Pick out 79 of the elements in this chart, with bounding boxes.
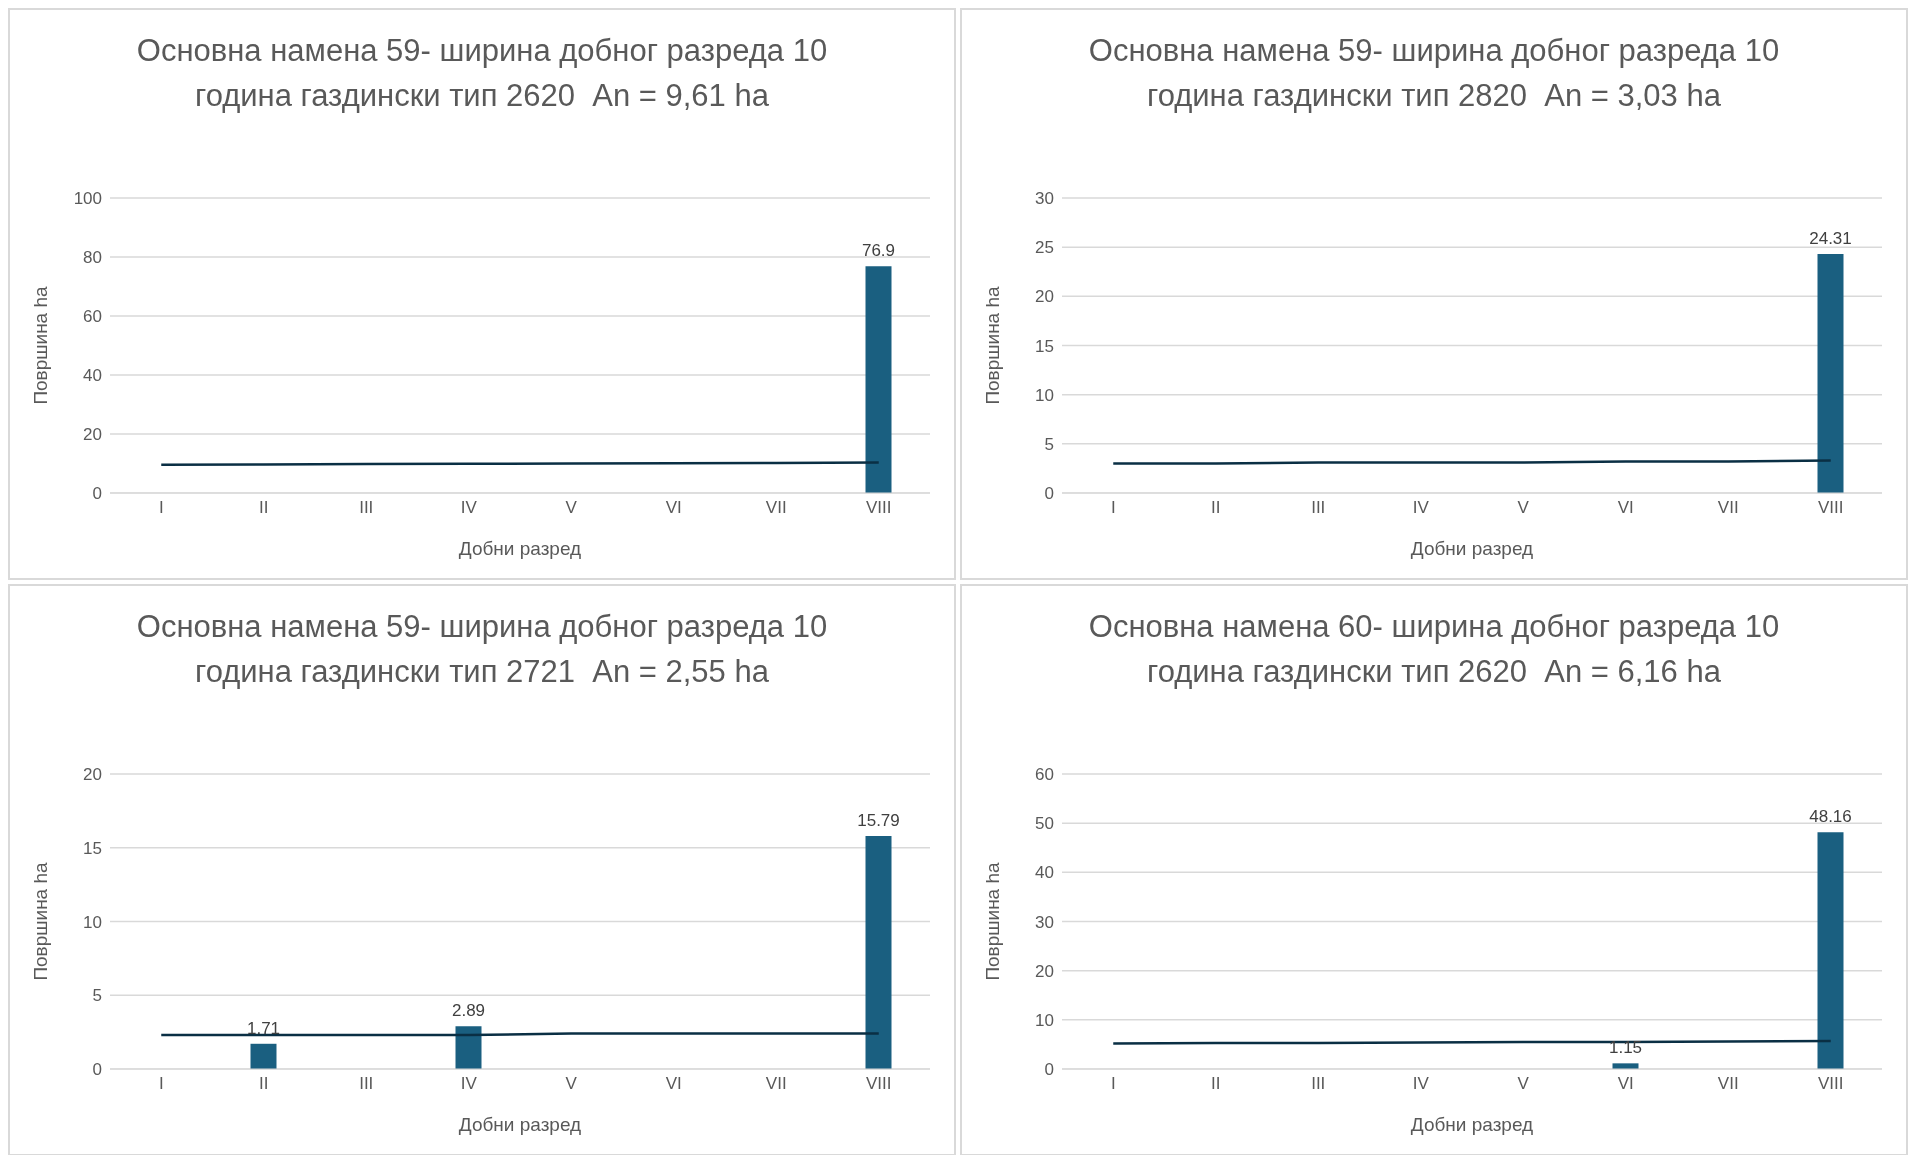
y-tick-label: 20 <box>1035 961 1054 981</box>
chart-title: Основна намена 60- ширина добног разреда 10 година газдински тип 2620 An = 6,16 ha <box>1087 608 1781 691</box>
x-tick-label: III <box>359 1074 374 1094</box>
x-axis-title: Добни разред <box>458 538 582 559</box>
y-tick-label: 0 <box>1044 1060 1054 1080</box>
y-tick-label: 0 <box>92 484 102 504</box>
data-label: 24.31 <box>1809 228 1852 248</box>
x-tick-label: VI <box>1617 498 1634 518</box>
x-tick-label: VI <box>665 1074 682 1094</box>
x-tick-label: II <box>1211 498 1221 518</box>
x-axis-title: Добни разред <box>458 1114 582 1135</box>
y-tick-label: 100 <box>73 189 102 209</box>
y-tick-label: 40 <box>83 366 102 386</box>
x-tick-label: III <box>1311 1074 1326 1094</box>
y-tick-label: 20 <box>83 765 102 785</box>
y-tick-label: 15 <box>83 838 102 858</box>
y-tick-label: 30 <box>1035 189 1054 209</box>
x-tick-label: IV <box>460 498 478 518</box>
chart-title: Основна намена 59- ширина добног разреда 10 година газдински тип 2620 An = 9,61 ha <box>135 32 829 115</box>
y-axis-title: Површина ha <box>981 861 1003 981</box>
bar <box>455 1026 482 1069</box>
y-tick-label: 0 <box>92 1060 102 1080</box>
x-tick-label: II <box>1211 1074 1221 1094</box>
x-axis-title: Добни разред <box>1410 538 1534 559</box>
y-tick-label: 60 <box>83 307 102 327</box>
x-tick-label: V <box>1517 498 1530 518</box>
y-tick-label: 80 <box>83 248 102 268</box>
x-tick-label: III <box>359 498 374 518</box>
data-label: 1.71 <box>246 1018 281 1038</box>
x-tick-label: I <box>1110 498 1116 518</box>
x-tick-label: V <box>565 498 578 518</box>
x-tick-label: II <box>259 1074 269 1094</box>
data-label: 1.15 <box>1608 1038 1643 1058</box>
data-label: 76.9 <box>861 241 896 261</box>
x-tick-label: VIII <box>865 498 892 518</box>
x-tick-label: IV <box>1412 1074 1430 1094</box>
bar <box>250 1043 277 1069</box>
y-tick-label: 50 <box>1035 814 1054 834</box>
y-tick-label: 5 <box>1044 434 1054 454</box>
data-label: 48.16 <box>1809 807 1852 827</box>
x-tick-label: VII <box>1717 1074 1739 1094</box>
x-tick-label: VIII <box>865 1074 892 1094</box>
y-tick-label: 25 <box>1035 238 1054 258</box>
x-tick-label: I <box>1110 1074 1116 1094</box>
data-label: 15.79 <box>857 811 900 831</box>
x-axis-title: Добни разред <box>1410 1114 1534 1135</box>
y-tick-label: 10 <box>1035 385 1054 405</box>
y-axis-title: Површина ha <box>29 861 51 981</box>
y-tick-label: 5 <box>92 986 102 1006</box>
y-tick-label: 20 <box>83 425 102 445</box>
x-tick-label: II <box>259 498 269 518</box>
y-tick-label: 60 <box>1035 765 1054 785</box>
chart-title: Основна намена 59- ширина добног разреда 10 година газдински тип 2820 An = 3,03 ha <box>1087 32 1781 115</box>
x-tick-label: VI <box>1617 1074 1634 1094</box>
y-tick-label: 20 <box>1035 287 1054 307</box>
x-tick-label: IV <box>1412 498 1430 518</box>
y-tick-label: 10 <box>1035 1010 1054 1030</box>
x-tick-label: V <box>1517 1074 1530 1094</box>
y-axis-title: Површина ha <box>981 285 1003 405</box>
x-tick-label: VIII <box>1817 1074 1844 1094</box>
y-tick-label: 40 <box>1035 863 1054 883</box>
x-tick-label: III <box>1311 498 1326 518</box>
x-tick-label: V <box>565 1074 578 1094</box>
x-tick-label: VII <box>1717 498 1739 518</box>
x-tick-label: IV <box>460 1074 478 1094</box>
y-tick-label: 10 <box>83 912 102 932</box>
y-tick-label: 15 <box>1035 336 1054 356</box>
bar <box>865 836 892 1069</box>
y-tick-label: 30 <box>1035 912 1054 932</box>
data-label: 2.89 <box>451 1001 486 1021</box>
chart-title: Основна намена 59- ширина добног разреда 10 година газдински тип 2721 An = 2,55 ha <box>135 608 829 691</box>
x-tick-label: VII <box>765 1074 787 1094</box>
x-tick-label: I <box>158 1074 164 1094</box>
x-tick-label: VI <box>665 498 682 518</box>
y-tick-label: 0 <box>1044 484 1054 504</box>
x-tick-label: VIII <box>1817 498 1844 518</box>
x-tick-label: I <box>158 498 164 518</box>
x-tick-label: VII <box>765 498 787 518</box>
y-axis-title: Површина ha <box>29 285 51 405</box>
